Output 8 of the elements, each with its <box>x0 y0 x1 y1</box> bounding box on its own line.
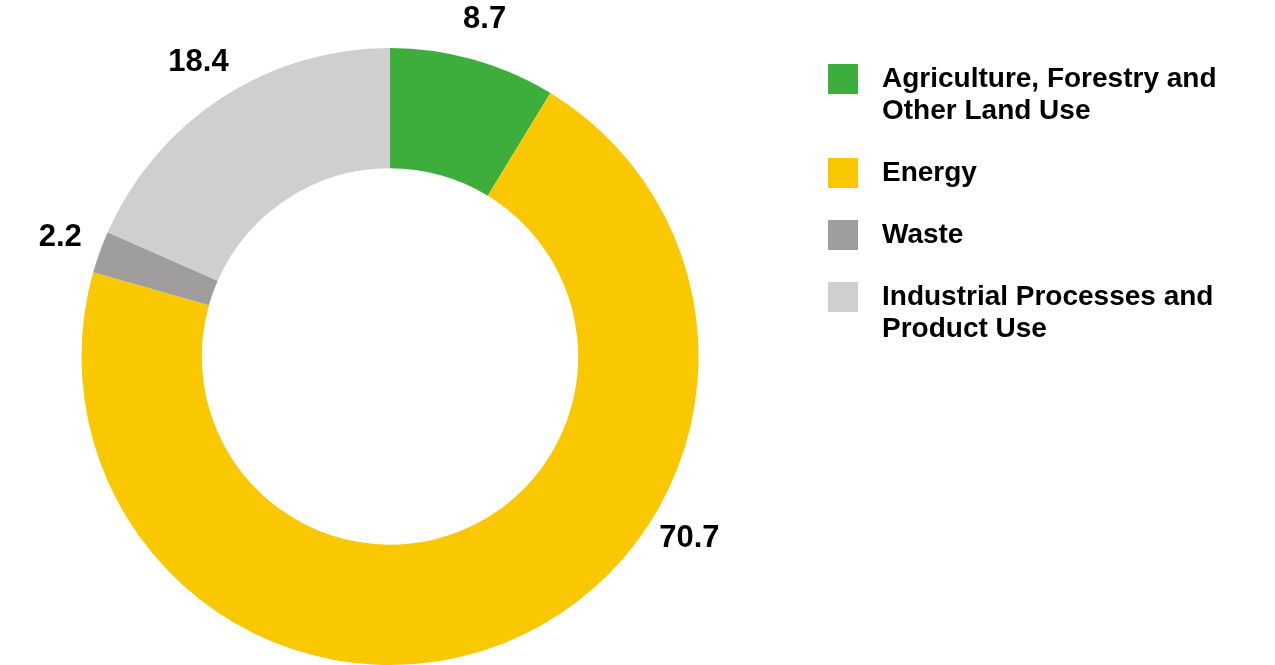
data-label: 2.2 <box>38 218 82 254</box>
legend-label: Waste <box>882 218 965 250</box>
data-label: 8.7 <box>463 0 507 35</box>
data-label: 18.4 <box>168 43 230 79</box>
data-label: 70.7 <box>659 519 720 555</box>
legend-label: Energy <box>882 156 978 188</box>
legend-label: Industrial Processes and Product Use <box>882 280 1215 344</box>
legend-label: Agriculture, Forestry and Other Land Use <box>882 62 1218 126</box>
